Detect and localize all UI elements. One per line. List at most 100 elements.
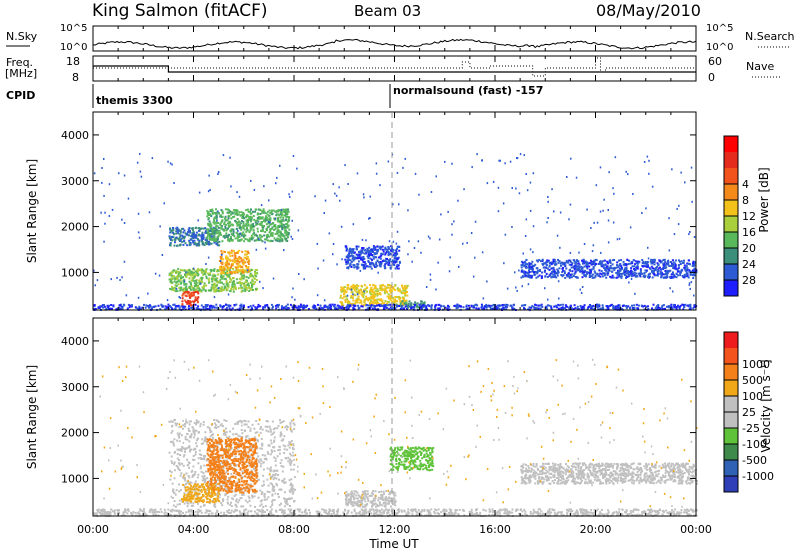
power-pixel [240,220,243,222]
power-pixel [523,154,525,157]
velocity-pixel [192,502,195,505]
power-pixel [171,239,174,242]
power-pixel [647,305,649,308]
velocity-pixel [267,452,270,455]
velocity-pixel [199,467,202,470]
power-pixel [377,289,380,292]
power-pixel [227,304,230,307]
power-pixel [229,229,232,232]
power-pixel [262,208,265,211]
velocity-pixel [228,435,231,438]
power-pixel [625,267,628,270]
freq-line [93,65,696,73]
power-pixel [656,262,659,265]
power-pixel [381,260,384,263]
power-pixel [229,224,232,227]
power-pixel [380,288,383,291]
power-pixel [258,216,261,218]
power-pixel [660,306,663,309]
power-pixel [182,292,185,295]
velocity-pixel [195,429,198,432]
velocity-pixel [281,470,284,473]
power-pixel [220,290,223,293]
power-pixel [210,242,213,245]
power-pixel [172,236,175,239]
power-pixel [240,278,243,281]
power-pixel [247,270,250,273]
power-pixel [396,296,399,299]
power-pixel [347,286,350,289]
velocity-pixel [248,499,251,502]
velocity-pixel [271,489,274,492]
power-pixel [233,211,236,214]
power-pixel [596,304,599,307]
power-pixel [472,275,475,278]
power-pixel [276,226,279,229]
power-pixel [168,272,171,275]
power-pixel [242,263,245,266]
power-pixel [362,266,365,269]
power-pixel [595,263,598,265]
power-pixel [192,233,194,236]
power-pixel [209,210,212,213]
power-pixel [352,251,355,254]
power-pixel [525,266,528,269]
power-pixel [651,307,653,310]
velocity-pixel [269,470,272,473]
power-pixel [243,269,246,272]
power-pixel [242,234,245,237]
power-pixel [248,285,251,288]
power-pixel [266,235,269,238]
power-pixel [616,305,619,308]
velocity-pixel [213,419,216,421]
power-pixel [212,277,215,280]
power-pixel [211,237,214,240]
power-pixel [254,210,257,213]
power-pixel [678,260,681,263]
power-pixel [661,268,664,270]
power-pixel [253,239,256,242]
velocity-pixel [196,502,199,505]
power-pixel [219,256,222,259]
power-pixel [232,288,235,291]
power-pixel [221,289,224,291]
power-pixel [210,235,213,238]
power-pixel [247,258,250,261]
power-pixel [401,292,404,295]
velocity-pixel [277,449,280,452]
power-pixel [369,195,371,198]
power-pixel [260,239,262,242]
power-pixel [351,250,354,252]
power-pixel [376,250,379,253]
power-pixel [231,284,234,287]
power-pixel [347,257,350,260]
power-pixel [243,260,246,263]
power-pixel [519,153,522,156]
power-pixel [187,231,190,233]
power-pixel [202,273,205,276]
power-pixel [347,284,350,287]
power-pixel [275,213,278,216]
power-pixel [194,299,196,302]
power-pixel [193,242,196,244]
power-pixel [541,271,543,274]
power-pixel [616,261,619,264]
power-pixel [392,240,395,243]
power-pixel [367,299,370,302]
power-pixel [212,284,215,287]
power-pixel [610,304,613,306]
power-pixel [204,238,207,241]
power-pixel [191,274,193,277]
power-pixel [384,292,387,295]
velocity-pixel [224,427,227,430]
power-pixel [227,208,229,211]
power-pixel [219,272,222,275]
power-pixel [640,304,643,307]
velocity-pixel [261,499,263,502]
power-pixel [175,269,178,272]
power-pixel [232,216,234,219]
power-pixel [506,287,509,290]
power-pixel [645,207,647,210]
power-pixel [205,284,208,287]
power-pixel [573,265,576,268]
